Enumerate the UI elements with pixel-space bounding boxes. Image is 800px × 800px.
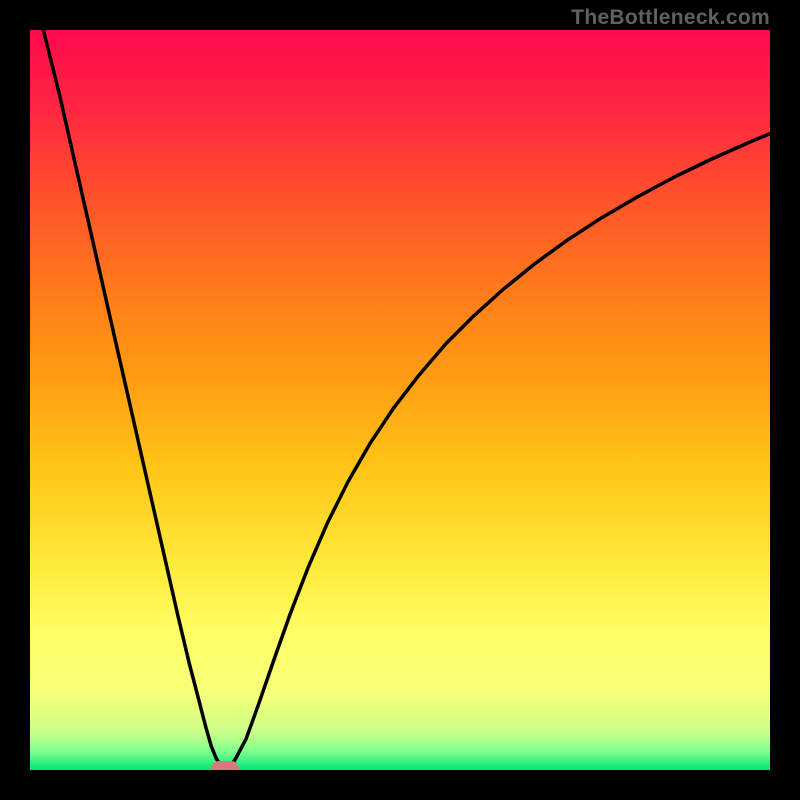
- bottleneck-curve: [30, 30, 770, 770]
- minimum-marker: [211, 761, 239, 770]
- chart-frame: { "watermark": { "text": "TheBottleneck.…: [0, 0, 800, 800]
- plot-area: [30, 30, 770, 770]
- watermark-text: TheBottleneck.com: [571, 6, 770, 30]
